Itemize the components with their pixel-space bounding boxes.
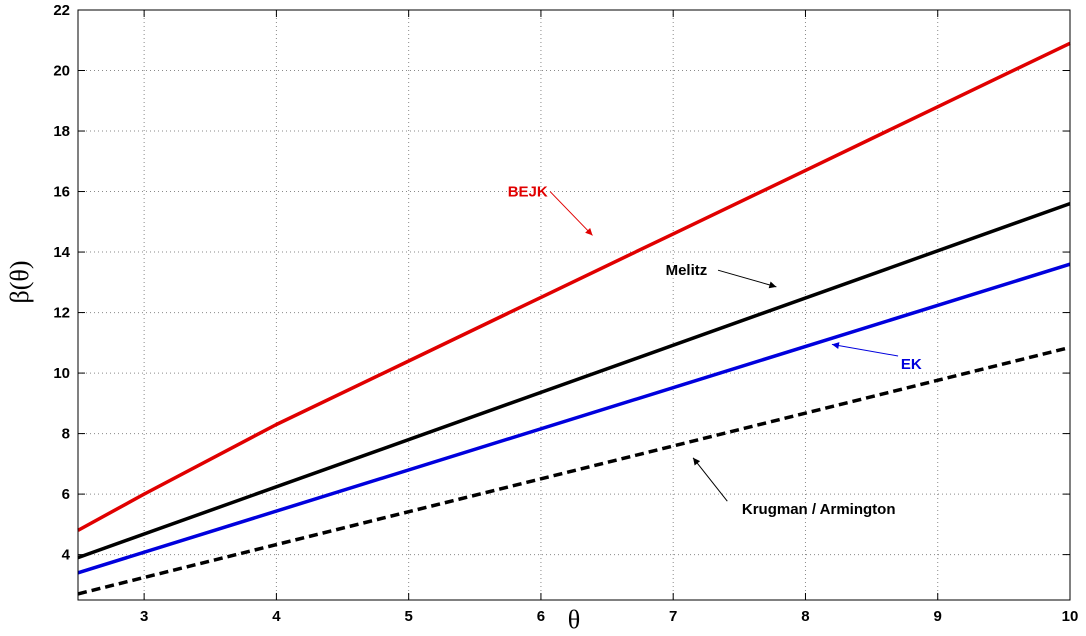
x-tick-label: 7: [669, 608, 677, 625]
y-tick-label: 6: [62, 486, 70, 503]
annotation-label: Krugman / Armington: [742, 501, 896, 518]
y-axis-label: β(θ): [5, 261, 34, 304]
grid: [78, 9, 1071, 600]
y-tick-label: 16: [53, 184, 70, 201]
y-tick-label: 20: [53, 63, 70, 80]
series-line-melitz: [77, 201, 1071, 560]
y-tick-label: 18: [53, 123, 70, 140]
x-tick-label: 3: [140, 608, 148, 625]
series-line-bejk: [77, 41, 1071, 532]
y-tick-label: 4: [62, 547, 71, 564]
annotation-label: BEJK: [508, 184, 548, 201]
plot-frame: [77, 9, 1071, 601]
x-axis-label: θ: [568, 605, 580, 634]
y-tick-label: 14: [53, 244, 70, 261]
annotation-arrow: [831, 342, 899, 357]
annotations: BEJK Melitz EK Krugman / Armington: [508, 184, 922, 519]
y-tick-label: 12: [53, 305, 70, 322]
x-tick-label: 10: [1062, 608, 1079, 625]
annotation-arrow: [717, 269, 777, 289]
annotation-label: EK: [901, 356, 922, 373]
series-line-krugman-armington: [77, 345, 1071, 596]
x-tick-label: 4: [272, 608, 281, 625]
x-tick-label: 8: [801, 608, 809, 625]
axes: [77, 9, 1071, 601]
y-tick-label: 8: [62, 426, 70, 443]
x-tick-label: 6: [537, 608, 545, 625]
tick-labels: 3 4 5 6 7 8 9 10 4 6 8 10 12 14 16 18 20 22: [53, 2, 1078, 625]
x-tick-label: 9: [934, 608, 942, 625]
annotation-arrow: [549, 191, 593, 236]
x-tick-label: 5: [404, 608, 412, 625]
y-tick-label: 22: [53, 2, 70, 19]
series-line-ek: [77, 262, 1071, 575]
annotation-label: Melitz: [666, 262, 708, 279]
annotation-arrow: [692, 457, 728, 502]
y-tick-label: 10: [53, 365, 70, 382]
series-lines: [77, 41, 1071, 596]
